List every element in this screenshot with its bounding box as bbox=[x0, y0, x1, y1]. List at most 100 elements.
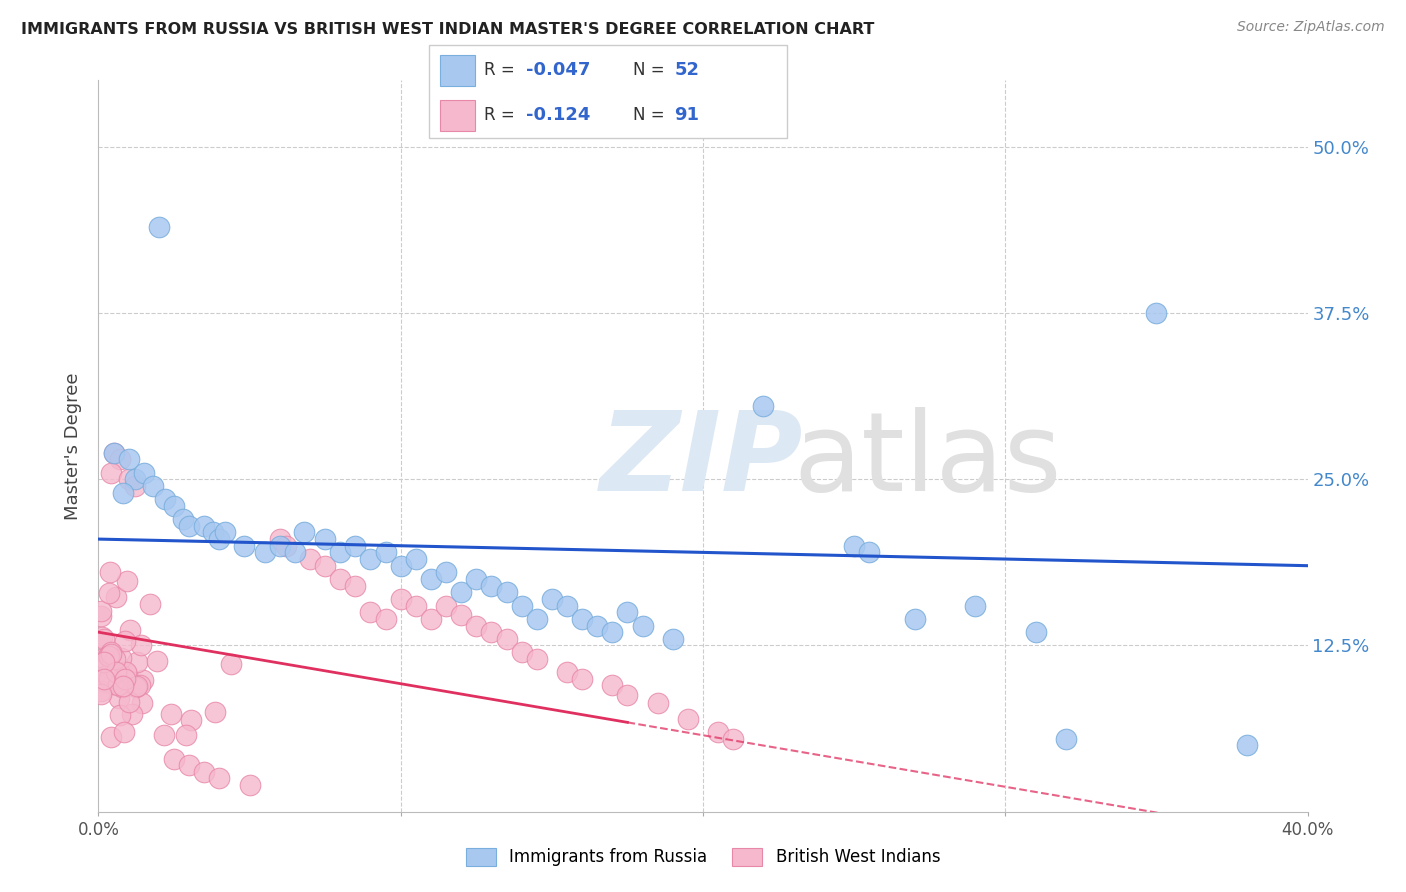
Point bbox=[858, 545, 880, 559]
Point bbox=[93, 632, 115, 647]
Point bbox=[481, 625, 503, 640]
Point bbox=[100, 466, 122, 480]
Point bbox=[1144, 306, 1167, 320]
Point bbox=[571, 612, 593, 626]
Point bbox=[103, 677, 125, 691]
Text: N =: N = bbox=[633, 62, 671, 79]
Point bbox=[723, 731, 745, 746]
Point bbox=[98, 671, 121, 685]
Text: 52: 52 bbox=[675, 62, 699, 79]
Point bbox=[93, 672, 115, 686]
Point bbox=[586, 618, 609, 632]
Point bbox=[94, 675, 117, 690]
Point bbox=[374, 545, 396, 559]
Point bbox=[202, 525, 225, 540]
Point bbox=[104, 652, 127, 666]
Point bbox=[752, 399, 775, 413]
Point bbox=[115, 574, 138, 589]
Point bbox=[112, 725, 135, 739]
Point bbox=[129, 678, 152, 692]
Point bbox=[114, 672, 136, 686]
Point bbox=[98, 674, 121, 689]
Point bbox=[96, 668, 118, 682]
Point bbox=[555, 665, 578, 679]
Point bbox=[111, 680, 134, 694]
Point bbox=[329, 545, 352, 559]
Point bbox=[360, 552, 382, 566]
Point bbox=[232, 539, 254, 553]
Point bbox=[434, 599, 457, 613]
Point bbox=[314, 532, 336, 546]
FancyBboxPatch shape bbox=[440, 100, 475, 131]
Point bbox=[108, 452, 131, 467]
Point bbox=[153, 492, 176, 507]
Point bbox=[131, 696, 153, 710]
Point bbox=[107, 678, 129, 692]
Point bbox=[571, 672, 593, 686]
Point bbox=[100, 730, 122, 744]
Point bbox=[125, 681, 148, 695]
Point bbox=[214, 525, 236, 540]
Point bbox=[344, 539, 367, 553]
Point bbox=[163, 499, 186, 513]
Point bbox=[108, 690, 131, 705]
Point bbox=[90, 687, 112, 701]
Point bbox=[292, 525, 315, 540]
Point bbox=[91, 630, 114, 644]
Text: 91: 91 bbox=[675, 106, 699, 124]
Point bbox=[110, 650, 132, 665]
Point bbox=[239, 778, 262, 792]
Point bbox=[253, 545, 276, 559]
Point bbox=[1054, 731, 1077, 746]
Point bbox=[132, 466, 155, 480]
Point bbox=[172, 512, 194, 526]
Point bbox=[129, 639, 152, 653]
Point bbox=[1024, 625, 1046, 640]
Point bbox=[124, 479, 146, 493]
Point bbox=[193, 764, 215, 779]
Point bbox=[602, 625, 624, 640]
Point bbox=[389, 591, 412, 606]
Point bbox=[450, 585, 472, 599]
Point bbox=[132, 673, 155, 687]
Point bbox=[269, 532, 291, 546]
Point bbox=[616, 688, 638, 702]
Point bbox=[111, 485, 134, 500]
Point bbox=[510, 645, 533, 659]
Point bbox=[118, 695, 141, 709]
Point bbox=[174, 728, 197, 742]
Point bbox=[434, 566, 457, 580]
FancyBboxPatch shape bbox=[440, 55, 475, 86]
Point bbox=[420, 572, 443, 586]
Point bbox=[104, 665, 127, 679]
Point bbox=[208, 532, 231, 546]
Point bbox=[98, 672, 121, 686]
Point bbox=[118, 452, 141, 467]
Point bbox=[299, 552, 322, 566]
Point bbox=[374, 612, 396, 626]
Point bbox=[163, 751, 186, 765]
Point bbox=[159, 706, 181, 721]
Point bbox=[142, 479, 165, 493]
Point bbox=[661, 632, 683, 646]
Point bbox=[616, 605, 638, 619]
Point bbox=[97, 648, 120, 663]
Legend: Immigrants from Russia, British West Indians: Immigrants from Russia, British West Ind… bbox=[460, 841, 946, 873]
Point bbox=[284, 545, 307, 559]
Point bbox=[193, 518, 215, 533]
Point bbox=[219, 657, 242, 672]
Text: R =: R = bbox=[485, 106, 520, 124]
Point bbox=[118, 472, 141, 486]
Point bbox=[965, 599, 987, 613]
Point bbox=[145, 654, 167, 668]
Point bbox=[389, 558, 412, 573]
Text: ZIP: ZIP bbox=[600, 407, 804, 514]
Point bbox=[540, 591, 562, 606]
Point bbox=[602, 678, 624, 692]
Point bbox=[115, 666, 138, 681]
Point bbox=[127, 655, 149, 669]
Point bbox=[904, 612, 927, 626]
Point bbox=[98, 649, 121, 664]
Point bbox=[90, 604, 112, 618]
Point bbox=[98, 565, 121, 579]
